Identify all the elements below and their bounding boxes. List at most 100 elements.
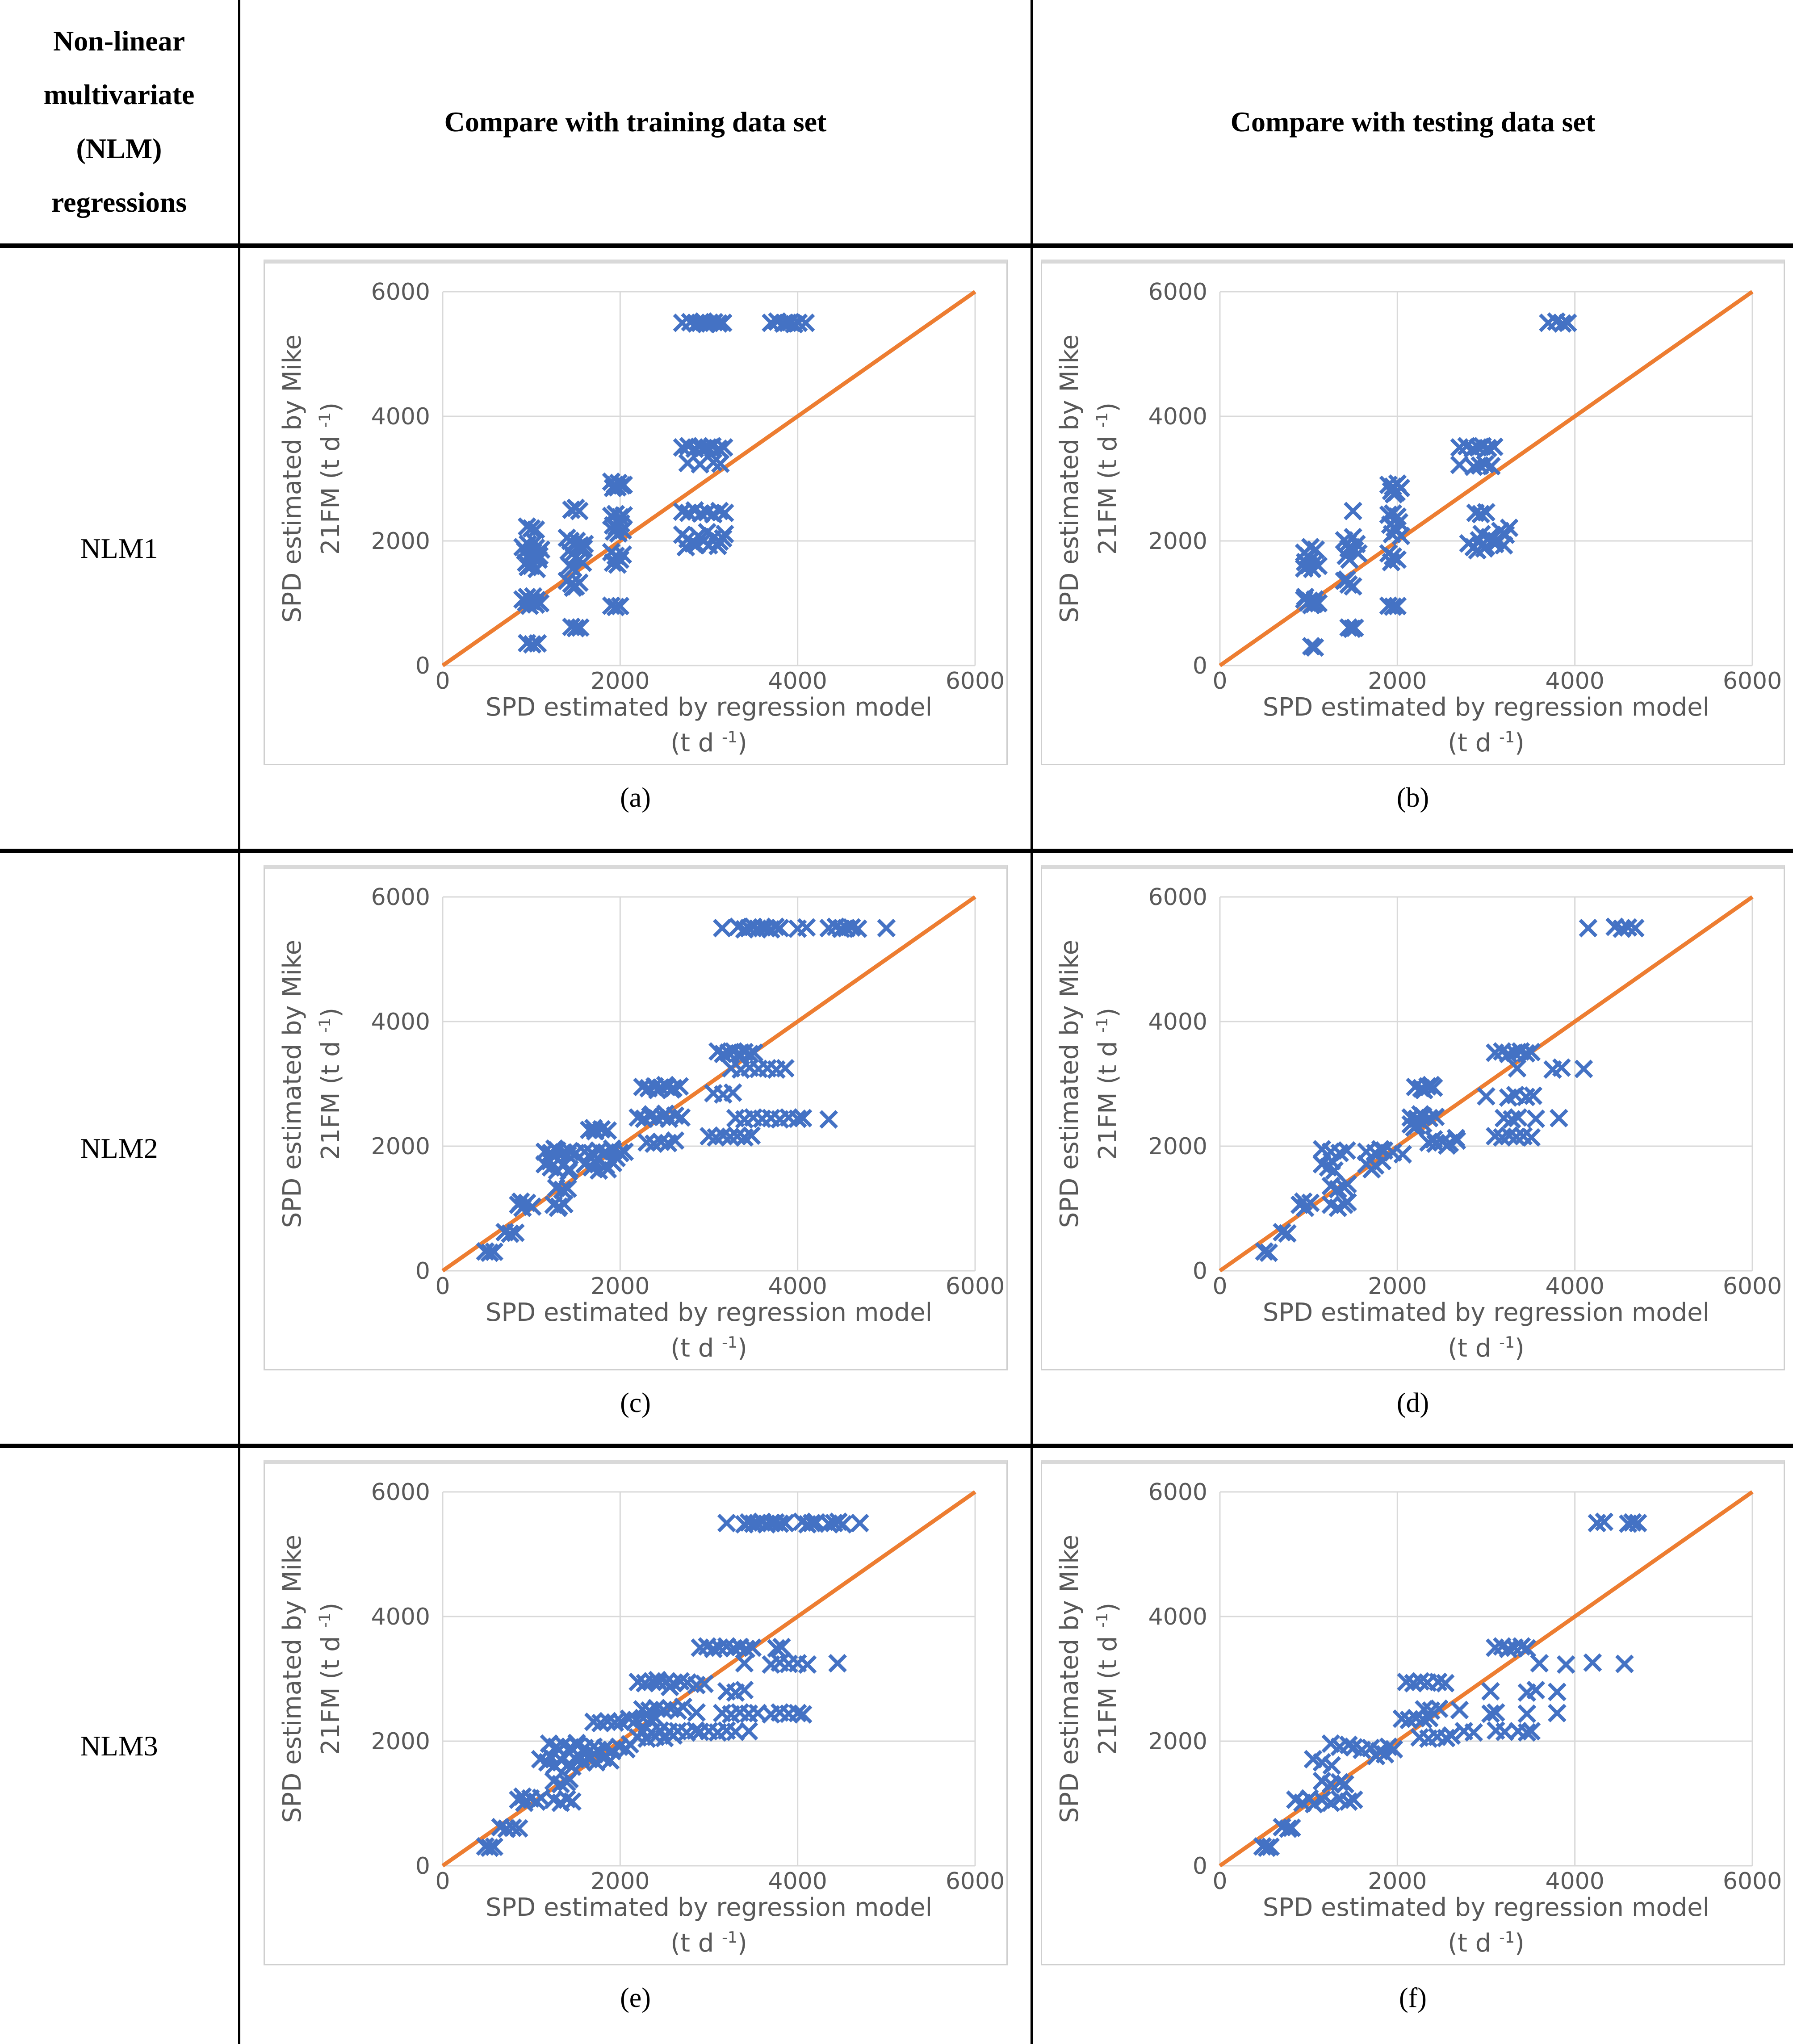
header-line-1: Non-linear	[53, 25, 185, 57]
caption-e: (e)	[620, 1983, 651, 2013]
y-tick-label: 4000	[1148, 403, 1207, 430]
x-axis-unit: (t d -1)	[670, 1929, 747, 1958]
x-tick-label: 4000	[1545, 1273, 1604, 1300]
header-line-3: (NLM)	[76, 132, 162, 164]
x-axis-unit: (t d -1)	[670, 1334, 747, 1363]
y-tick-label: 2000	[1148, 528, 1207, 555]
scatter-points	[513, 312, 815, 654]
chart-image-e: 0 0 2000 2000 4000 4000 6000 6000 SPD estimated …	[263, 1460, 1008, 1965]
caption-b: (b)	[1396, 783, 1429, 813]
identity-line	[441, 895, 976, 1273]
x-tick-label: 0	[435, 1273, 450, 1300]
x-axis-unit: (t d -1)	[1448, 1929, 1525, 1958]
chart-cell-d: 0 0 2000 2000 4000 4000 6000 6000 SPD estimated …	[1033, 853, 1793, 1448]
x-tick-label: 0	[435, 668, 450, 695]
caption-d: (d)	[1396, 1388, 1429, 1418]
x-tick-label: 2000	[1368, 668, 1427, 695]
scatter-points	[1255, 917, 1645, 1262]
chart-image-c: 0 0 2000 2000 4000 4000 6000 6000 SPD estimated …	[263, 865, 1008, 1370]
row-label-nlm1: NLM1	[0, 248, 240, 853]
scatter-points	[476, 917, 896, 1262]
y-tick-label: 0	[1193, 1258, 1207, 1285]
y-tick-label: 6000	[1148, 279, 1207, 306]
x-tick-label: 6000	[1723, 1868, 1782, 1895]
identity-line	[441, 290, 976, 667]
x-axis-unit: (t d -1)	[1448, 729, 1525, 758]
x-tick-label: 6000	[1723, 1273, 1782, 1300]
gridlines	[1219, 896, 1753, 1272]
x-axis-title: SPD estimated by regression model	[1263, 1298, 1709, 1327]
y-tick-label: 0	[1193, 653, 1207, 679]
y-axis-title: SPD estimated by Mike	[1055, 335, 1084, 623]
x-tick-label: 2000	[591, 1273, 649, 1300]
scatter-plot-d: 00 2000 2000 4000 4000 6000 6000 SPD estimated …	[1055, 884, 1782, 1363]
y-axis-unit: 21FM (t d -1)	[1093, 1008, 1123, 1160]
y-tick-label: 4000	[371, 1604, 430, 1630]
chart-image-d: 0 0 2000 2000 4000 4000 6000 6000 SPD estimated …	[1041, 865, 1785, 1370]
scatter-plot-f: 00 2000 2000 4000 4000 6000 6000 SPD estimated …	[1055, 1479, 1782, 1958]
x-tick-label: 6000	[1723, 668, 1782, 695]
y-axis-unit: 21FM (t d -1)	[316, 1008, 345, 1160]
scatter-plot-c: 00 2000 2000 4000 4000 6000 6000 SPD estimated …	[278, 884, 1005, 1363]
caption-f: (f)	[1399, 1983, 1427, 2013]
y-tick-label: 6000	[371, 884, 430, 911]
y-axis-unit: 21FM (t d -1)	[316, 402, 345, 555]
x-tick-label: 4000	[1545, 1868, 1604, 1895]
y-axis-unit: 21FM (t d -1)	[1093, 402, 1123, 555]
x-tick-label: 2000	[591, 668, 649, 695]
y-tick-label: 2000	[1148, 1133, 1207, 1160]
header-testing-label: Compare with testing data set	[1230, 105, 1596, 138]
scatter-plot-b: 00 2000 2000 4000 4000 6000 6000 SPD estimated …	[1055, 279, 1782, 758]
header-line-2: multivariate	[43, 79, 195, 111]
y-tick-label: 4000	[1148, 1604, 1207, 1630]
chart-image-b: 0 0 2000 2000 4000 4000 6000 6000 SPD estimated …	[1041, 260, 1785, 765]
header-training-label: Compare with training data set	[444, 105, 827, 138]
y-tick-label: 0	[1193, 1853, 1207, 1880]
scatter-plot-a: 00 2000 2000 4000 4000 6000 6000 SPD estimated …	[278, 279, 1005, 758]
y-tick-label: 4000	[1148, 1009, 1207, 1035]
y-tick-label: 2000	[371, 528, 430, 555]
y-tick-label: 2000	[1148, 1728, 1207, 1755]
y-tick-label: 2000	[371, 1728, 430, 1755]
scatter-points	[1294, 312, 1577, 657]
chart-cell-f: 0 0 2000 2000 4000 4000 6000 6000 SPD estimated …	[1033, 1448, 1793, 2044]
x-axis-title: SPD estimated by regression model	[1263, 693, 1709, 722]
x-tick-label: 4000	[768, 1273, 827, 1300]
chart-cell-a: 0 0 2000 2000 4000 4000 6000 6000 SPD estimated …	[240, 248, 1033, 853]
x-tick-label: 6000	[945, 1273, 1004, 1300]
x-axis-unit: (t d -1)	[1448, 1334, 1525, 1363]
chart-cell-e: 0 0 2000 2000 4000 4000 6000 6000 SPD estimated …	[240, 1448, 1033, 2044]
y-tick-label: 0	[415, 1853, 430, 1880]
chart-image-a: 0 0 2000 2000 4000 4000 6000 6000 SPD estimated …	[263, 260, 1008, 765]
y-tick-label: 6000	[371, 279, 430, 306]
gridlines	[442, 1491, 976, 1867]
y-axis-title: SPD estimated by Mike	[1055, 1535, 1084, 1823]
x-axis-unit: (t d -1)	[670, 729, 747, 758]
x-axis-title: SPD estimated by regression model	[485, 1298, 932, 1327]
scatter-points	[476, 1512, 869, 1857]
header-regressions: Non-linear multivariate (NLM) regression…	[0, 0, 240, 248]
x-tick-label: 4000	[768, 668, 827, 695]
x-tick-label: 6000	[945, 1868, 1004, 1895]
x-tick-label: 2000	[1368, 1273, 1427, 1300]
caption-a: (a)	[620, 783, 651, 813]
y-axis-title: SPD estimated by Mike	[278, 335, 307, 623]
scatter-plot-e: 00 2000 2000 4000 4000 6000 6000 SPD estimated …	[278, 1479, 1005, 1958]
caption-c: (c)	[620, 1388, 651, 1418]
x-tick-label: 4000	[768, 1868, 827, 1895]
chart-cell-c: 0 0 2000 2000 4000 4000 6000 6000 SPD estimated …	[240, 853, 1033, 1448]
header-line-4: regressions	[51, 186, 187, 218]
y-tick-label: 0	[415, 1258, 430, 1285]
chart-cell-b: 0 0 2000 2000 4000 4000 6000 6000 SPD estimated …	[1033, 248, 1793, 853]
model-label: NLM2	[80, 1132, 158, 1164]
x-tick-label: 4000	[1545, 668, 1604, 695]
y-tick-label: 6000	[1148, 1479, 1207, 1506]
x-axis-title: SPD estimated by regression model	[485, 693, 932, 722]
y-tick-label: 6000	[371, 1479, 430, 1506]
chart-image-f: 0 0 2000 2000 4000 4000 6000 6000 SPD estimated …	[1041, 1460, 1785, 1965]
model-label: NLM3	[80, 1730, 158, 1762]
row-label-nlm2: NLM2	[0, 853, 240, 1448]
y-axis-unit: 21FM (t d -1)	[316, 1603, 345, 1755]
